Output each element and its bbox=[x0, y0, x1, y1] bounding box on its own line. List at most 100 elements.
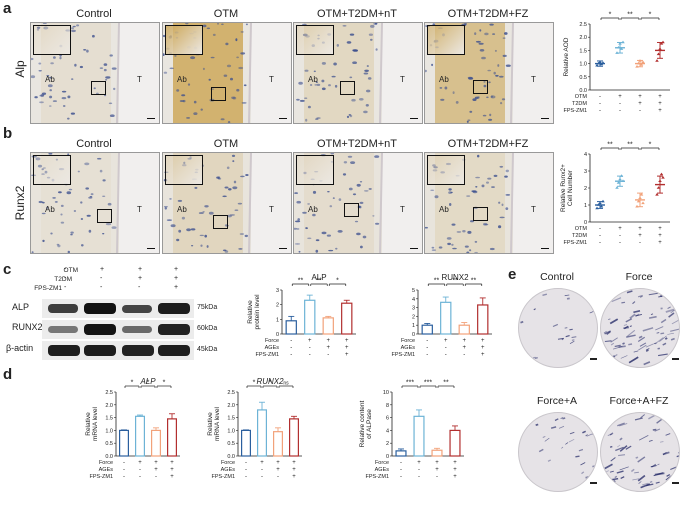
tooth-label: T bbox=[531, 205, 536, 214]
y-tick-label: 2.5 bbox=[227, 390, 235, 396]
tooth-label: T bbox=[400, 205, 405, 214]
bar bbox=[240, 429, 251, 457]
group-sign: - bbox=[123, 460, 125, 466]
y-tick-label: 1.5 bbox=[579, 48, 587, 54]
group-sign: - bbox=[599, 226, 601, 232]
significance-label: ns bbox=[283, 381, 289, 387]
group-row-label: OTM bbox=[575, 94, 588, 100]
group-sign: - bbox=[261, 467, 263, 473]
group-sign: - bbox=[619, 240, 621, 246]
group-row-label: FPS-ZM1 bbox=[89, 474, 113, 480]
scale-bar bbox=[672, 358, 679, 360]
y-tick-label: 3 bbox=[276, 288, 279, 294]
micrograph-alp-2: Ab T bbox=[293, 22, 423, 124]
magnified-inset bbox=[296, 155, 334, 185]
group-sign: + bbox=[292, 467, 296, 473]
group-row-label: AGEs bbox=[375, 467, 390, 473]
group-sign: + bbox=[453, 467, 457, 473]
band-label-alp: ALP bbox=[12, 302, 30, 312]
significance-label: * bbox=[336, 278, 339, 285]
data-point bbox=[639, 63, 644, 66]
y-axis-label: Relative bbox=[85, 412, 92, 436]
scale-bar bbox=[147, 117, 155, 119]
scale-bar bbox=[590, 358, 597, 360]
y-axis-label: Relative AOD bbox=[563, 37, 570, 76]
group-sign: + bbox=[638, 226, 642, 232]
bar bbox=[285, 320, 297, 335]
magnified-inset bbox=[33, 25, 71, 55]
group-sign: + bbox=[462, 345, 466, 351]
chart-mrna-runx2: 0.0 0.5 1.0 1.5 2.0 2.5 Relative mRNA level RUNX… bbox=[207, 377, 302, 480]
group-sign: - bbox=[426, 345, 428, 351]
y-axis-label: Relative bbox=[247, 300, 254, 324]
data-point bbox=[659, 42, 664, 45]
y-tick-label: 0.5 bbox=[105, 441, 113, 447]
y-axis-label: of ALPase bbox=[366, 409, 373, 439]
magnified-inset bbox=[427, 155, 465, 185]
wb-blot-alp bbox=[42, 299, 194, 318]
group-sign: - bbox=[123, 474, 125, 480]
significance-label: * bbox=[649, 142, 652, 149]
data-point bbox=[656, 52, 661, 56]
row-label-alp: Alp bbox=[13, 60, 27, 78]
y-tick-label: 8 bbox=[386, 403, 389, 409]
magnified-inset bbox=[296, 25, 334, 55]
well-label: Force+A bbox=[537, 395, 577, 407]
significance-label: * bbox=[131, 380, 134, 387]
group-sign: + bbox=[138, 460, 142, 466]
group-row-label: AGEs bbox=[99, 467, 114, 473]
group-sign: - bbox=[155, 474, 157, 480]
y-tick-label: 4 bbox=[412, 297, 415, 303]
wb-header-sign: - bbox=[64, 284, 67, 291]
group-sign: + bbox=[435, 460, 439, 466]
band-label-actin: β-actin bbox=[6, 343, 34, 353]
row-label-runx2: Runx2 bbox=[13, 185, 27, 221]
data-point bbox=[655, 193, 659, 196]
group-sign: + bbox=[638, 101, 642, 107]
group-sign: + bbox=[453, 474, 457, 480]
group-sign: - bbox=[619, 233, 621, 239]
scale-bar bbox=[672, 482, 679, 484]
group-row-label: AGEs bbox=[265, 345, 280, 351]
wb-header-sign: + bbox=[100, 266, 105, 273]
group-sign: + bbox=[618, 226, 622, 232]
significance-label: ** bbox=[627, 12, 633, 19]
group-sign: - bbox=[245, 460, 247, 466]
wb-header-sign: + bbox=[174, 266, 179, 273]
y-axis-label: mRNA level bbox=[92, 406, 99, 441]
tooth-label: T bbox=[137, 205, 142, 214]
bar bbox=[322, 317, 334, 335]
group-sign: - bbox=[418, 467, 420, 473]
group-sign: + bbox=[658, 226, 662, 232]
group-sign: + bbox=[453, 460, 457, 466]
alveolar-bone-label: Ab bbox=[439, 205, 449, 214]
group-sign: + bbox=[462, 338, 466, 344]
scale-bar bbox=[279, 247, 287, 249]
scale-bar bbox=[410, 117, 418, 119]
group-row-label: FPS-ZM1 bbox=[365, 474, 389, 480]
group-sign: + bbox=[326, 338, 330, 344]
group-sign: - bbox=[619, 101, 621, 107]
data-point bbox=[641, 201, 645, 205]
col-title-nt-b: OTM+T2DM+nT bbox=[316, 138, 398, 150]
group-sign: + bbox=[170, 467, 174, 473]
y-tick-label: 1.5 bbox=[227, 416, 235, 422]
alveolar-bone-label: Ab bbox=[45, 205, 55, 214]
significance-label: *** bbox=[406, 380, 414, 387]
y-tick-label: 0 bbox=[412, 332, 415, 338]
significance-label: * bbox=[253, 380, 256, 387]
bar bbox=[134, 415, 145, 457]
group-sign: + bbox=[154, 460, 158, 466]
col-title-fz-b: OTM+T2DM+FZ bbox=[447, 138, 529, 150]
data-point bbox=[639, 193, 644, 196]
group-sign: + bbox=[276, 467, 280, 473]
significance-label: ** bbox=[298, 278, 304, 285]
significance-label: * bbox=[147, 380, 150, 387]
y-tick-label: 2.5 bbox=[579, 22, 587, 28]
well-label: Force bbox=[625, 271, 653, 283]
bar bbox=[341, 302, 353, 335]
col-title-fz-a: OTM+T2DM+FZ bbox=[447, 8, 529, 20]
y-tick-label: 0 bbox=[276, 332, 279, 338]
group-sign: + bbox=[658, 108, 662, 114]
